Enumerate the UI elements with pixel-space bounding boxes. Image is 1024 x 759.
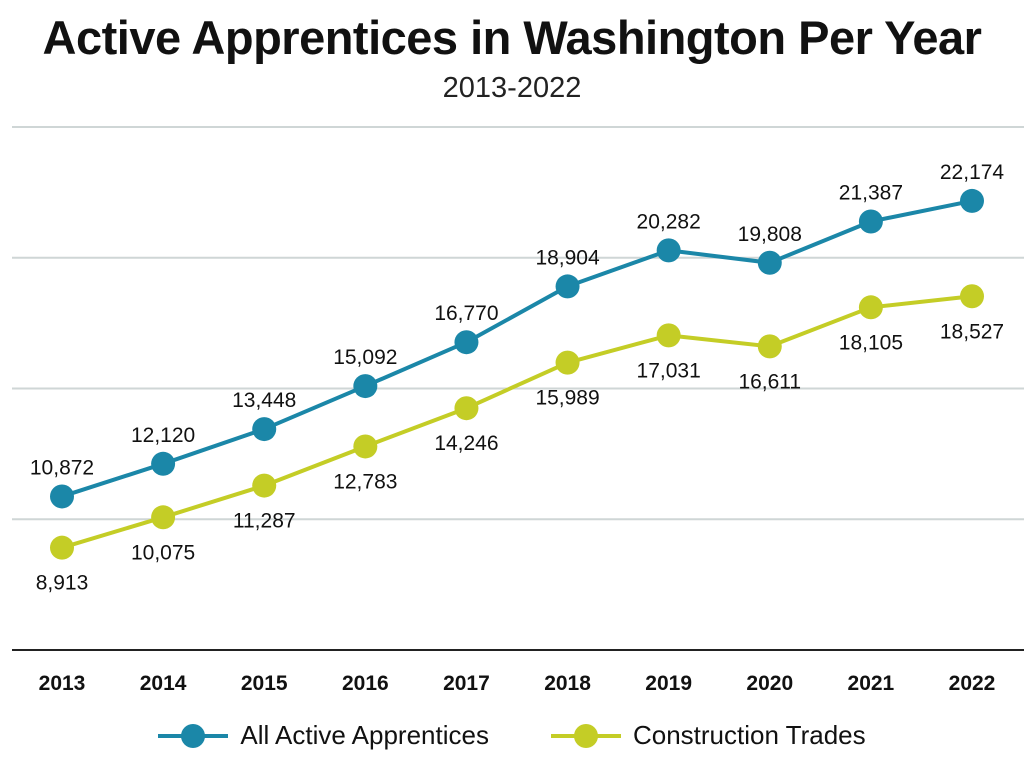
data-point: [858, 209, 883, 234]
data-label: 16,770: [434, 302, 498, 325]
data-point: [960, 188, 984, 213]
legend-swatch-marker: [181, 723, 206, 748]
data-point: [555, 274, 580, 299]
data-point: [454, 396, 479, 421]
data-label: 10,075: [131, 541, 195, 564]
data-label: 15,989: [535, 387, 599, 410]
data-label: 18,105: [839, 331, 903, 354]
legend-swatch-marker: [573, 723, 598, 748]
data-label: 8,913: [36, 572, 89, 595]
legend-swatch-construction: [550, 723, 621, 748]
data-point: [353, 374, 378, 399]
legend: All Active Apprentices Construction Trad…: [0, 720, 1024, 751]
x-tick-label: 2016: [342, 672, 389, 695]
legend-label-construction: Construction Trades: [632, 720, 866, 750]
data-label: 16,611: [738, 370, 801, 393]
x-tick-label: 2019: [645, 672, 692, 695]
legend-item-all-active: All Active Apprentices: [158, 720, 489, 751]
data-label: 18,527: [940, 320, 1004, 343]
x-tick-label: 2018: [544, 672, 591, 695]
data-label: 12,783: [333, 470, 397, 493]
chart-title: Active Apprentices in Washington Per Yea…: [42, 11, 982, 64]
data-point: [757, 334, 782, 359]
x-tick-label: 2013: [39, 672, 86, 695]
x-tick-label: 2020: [746, 672, 793, 695]
series-line-all-active: [61, 198, 973, 499]
data-point: [656, 238, 681, 263]
data-point: [50, 535, 74, 560]
data-point: [252, 417, 277, 442]
data-point: [757, 250, 782, 275]
data-point: [858, 295, 883, 320]
data-label: 14,246: [434, 432, 498, 455]
x-tick-label: 2021: [848, 672, 895, 695]
data-point: [252, 473, 277, 498]
x-tick-label: 2022: [949, 672, 996, 695]
data-label: 20,282: [637, 210, 701, 233]
data-point: [151, 451, 176, 476]
data-label: 19,808: [738, 223, 802, 246]
data-label: 13,448: [232, 389, 296, 412]
data-label: 12,120: [131, 424, 195, 447]
data-point: [151, 505, 176, 530]
data-point: [454, 330, 479, 355]
data-label: 21,387: [839, 181, 903, 204]
legend-label-all-active: All Active Apprentices: [240, 720, 489, 750]
data-label: 15,092: [333, 346, 397, 369]
data-label: 17,031: [637, 359, 701, 382]
data-point: [353, 434, 378, 459]
x-tick-label: 2014: [140, 672, 187, 695]
x-tick-label: 2015: [241, 672, 288, 695]
legend-swatch-all-active: [158, 723, 229, 748]
data-point: [50, 484, 74, 509]
chart-subtitle: 2013-2022: [442, 72, 582, 104]
data-label: 18,904: [535, 246, 600, 269]
series-line-construction: [61, 294, 973, 550]
data-label: 10,872: [30, 456, 94, 479]
data-point: [555, 350, 580, 375]
x-tick-label: 2017: [443, 672, 490, 695]
data-label: 22,174: [940, 161, 1005, 184]
legend-item-construction: Construction Trades: [550, 720, 866, 751]
data-point: [656, 323, 681, 348]
data-label: 11,287: [233, 510, 296, 533]
data-point: [960, 284, 984, 309]
